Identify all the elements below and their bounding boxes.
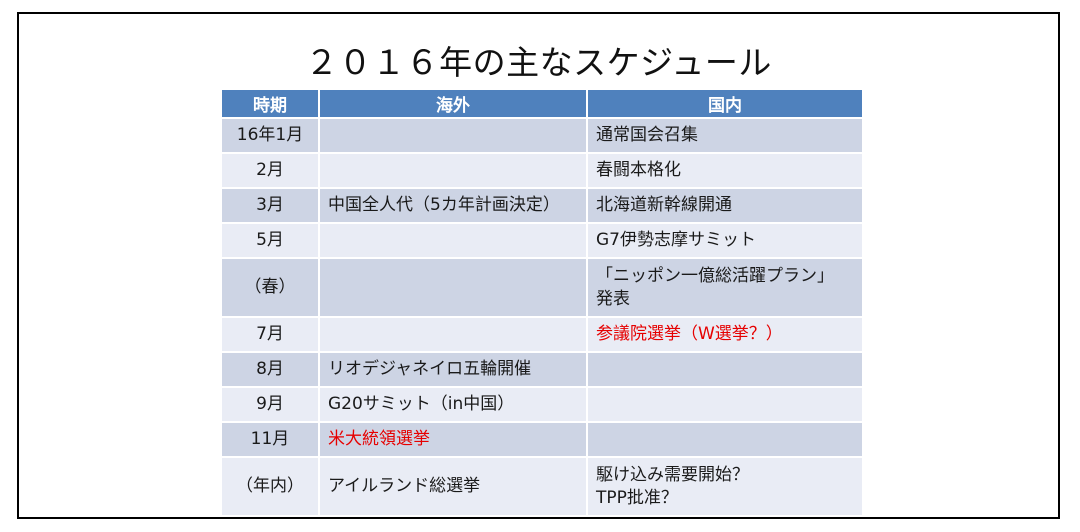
domestic-cell: 春闘本格化 — [588, 154, 862, 187]
table-row: 3月 中国全人代（5カ年計画決定） 北海道新幹線開通 — [222, 189, 862, 222]
period-cell: 7月 — [222, 318, 320, 351]
table-row: 9月 G20サミット（in中国） — [222, 388, 862, 421]
col-header-period: 時期 — [222, 90, 320, 117]
overseas-cell: G20サミット（in中国） — [320, 388, 588, 421]
table-row: 11月 米大統領選挙 — [222, 423, 862, 456]
period-cell: 11月 — [222, 423, 320, 456]
period-cell: （年内） — [222, 458, 320, 515]
period-cell: 2月 — [222, 154, 320, 187]
domestic-cell-highlighted: 参議院選挙（W選挙？） — [588, 318, 862, 351]
table-header-row: 時期 海外 国内 — [222, 90, 862, 117]
domestic-cell — [588, 388, 862, 421]
col-header-overseas: 海外 — [320, 90, 588, 117]
period-cell: （春） — [222, 259, 320, 316]
schedule-table: 時期 海外 国内 16年1月 通常国会召集 2月 春闘本格化 3月 中国全人代（… — [222, 88, 862, 517]
domestic-cell — [588, 353, 862, 386]
table-row: 2月 春闘本格化 — [222, 154, 862, 187]
overseas-cell: リオデジャネイロ五輪開催 — [320, 353, 588, 386]
table-row: 8月 リオデジャネイロ五輪開催 — [222, 353, 862, 386]
period-cell: 3月 — [222, 189, 320, 222]
domestic-cell: 北海道新幹線開通 — [588, 189, 862, 222]
page-title: ２０１６年の主なスケジュール — [305, 43, 772, 82]
period-cell: 5月 — [222, 224, 320, 257]
domestic-cell: 駆け込み需要開始？ TPP批准？ — [588, 458, 862, 515]
period-cell: 8月 — [222, 353, 320, 386]
period-cell: 9月 — [222, 388, 320, 421]
overseas-cell — [320, 259, 588, 316]
period-cell: 16年1月 — [222, 119, 320, 152]
table-row: （春） 「ニッポン一億総活躍プラン」 発表 — [222, 259, 862, 316]
domestic-cell: 通常国会召集 — [588, 119, 862, 152]
table-row: （年内） アイルランド総選挙 駆け込み需要開始？ TPP批准？ — [222, 458, 862, 515]
domestic-cell: 「ニッポン一億総活躍プラン」 発表 — [588, 259, 862, 316]
overseas-cell — [320, 154, 588, 187]
overseas-cell — [320, 318, 588, 351]
domestic-cell — [588, 423, 862, 456]
overseas-cell: アイルランド総選挙 — [320, 458, 588, 515]
table-row: 16年1月 通常国会召集 — [222, 119, 862, 152]
domestic-cell: G7伊勢志摩サミット — [588, 224, 862, 257]
overseas-cell — [320, 119, 588, 152]
table-row: 5月 G7伊勢志摩サミット — [222, 224, 862, 257]
slide-frame: ２０１６年の主なスケジュール 時期 海外 国内 16年1月 通常国会召集 2月 … — [17, 12, 1060, 519]
overseas-cell-highlighted: 米大統領選挙 — [320, 423, 588, 456]
overseas-cell — [320, 224, 588, 257]
col-header-domestic: 国内 — [588, 90, 862, 117]
table-row: 7月 参議院選挙（W選挙？） — [222, 318, 862, 351]
overseas-cell: 中国全人代（5カ年計画決定） — [320, 189, 588, 222]
